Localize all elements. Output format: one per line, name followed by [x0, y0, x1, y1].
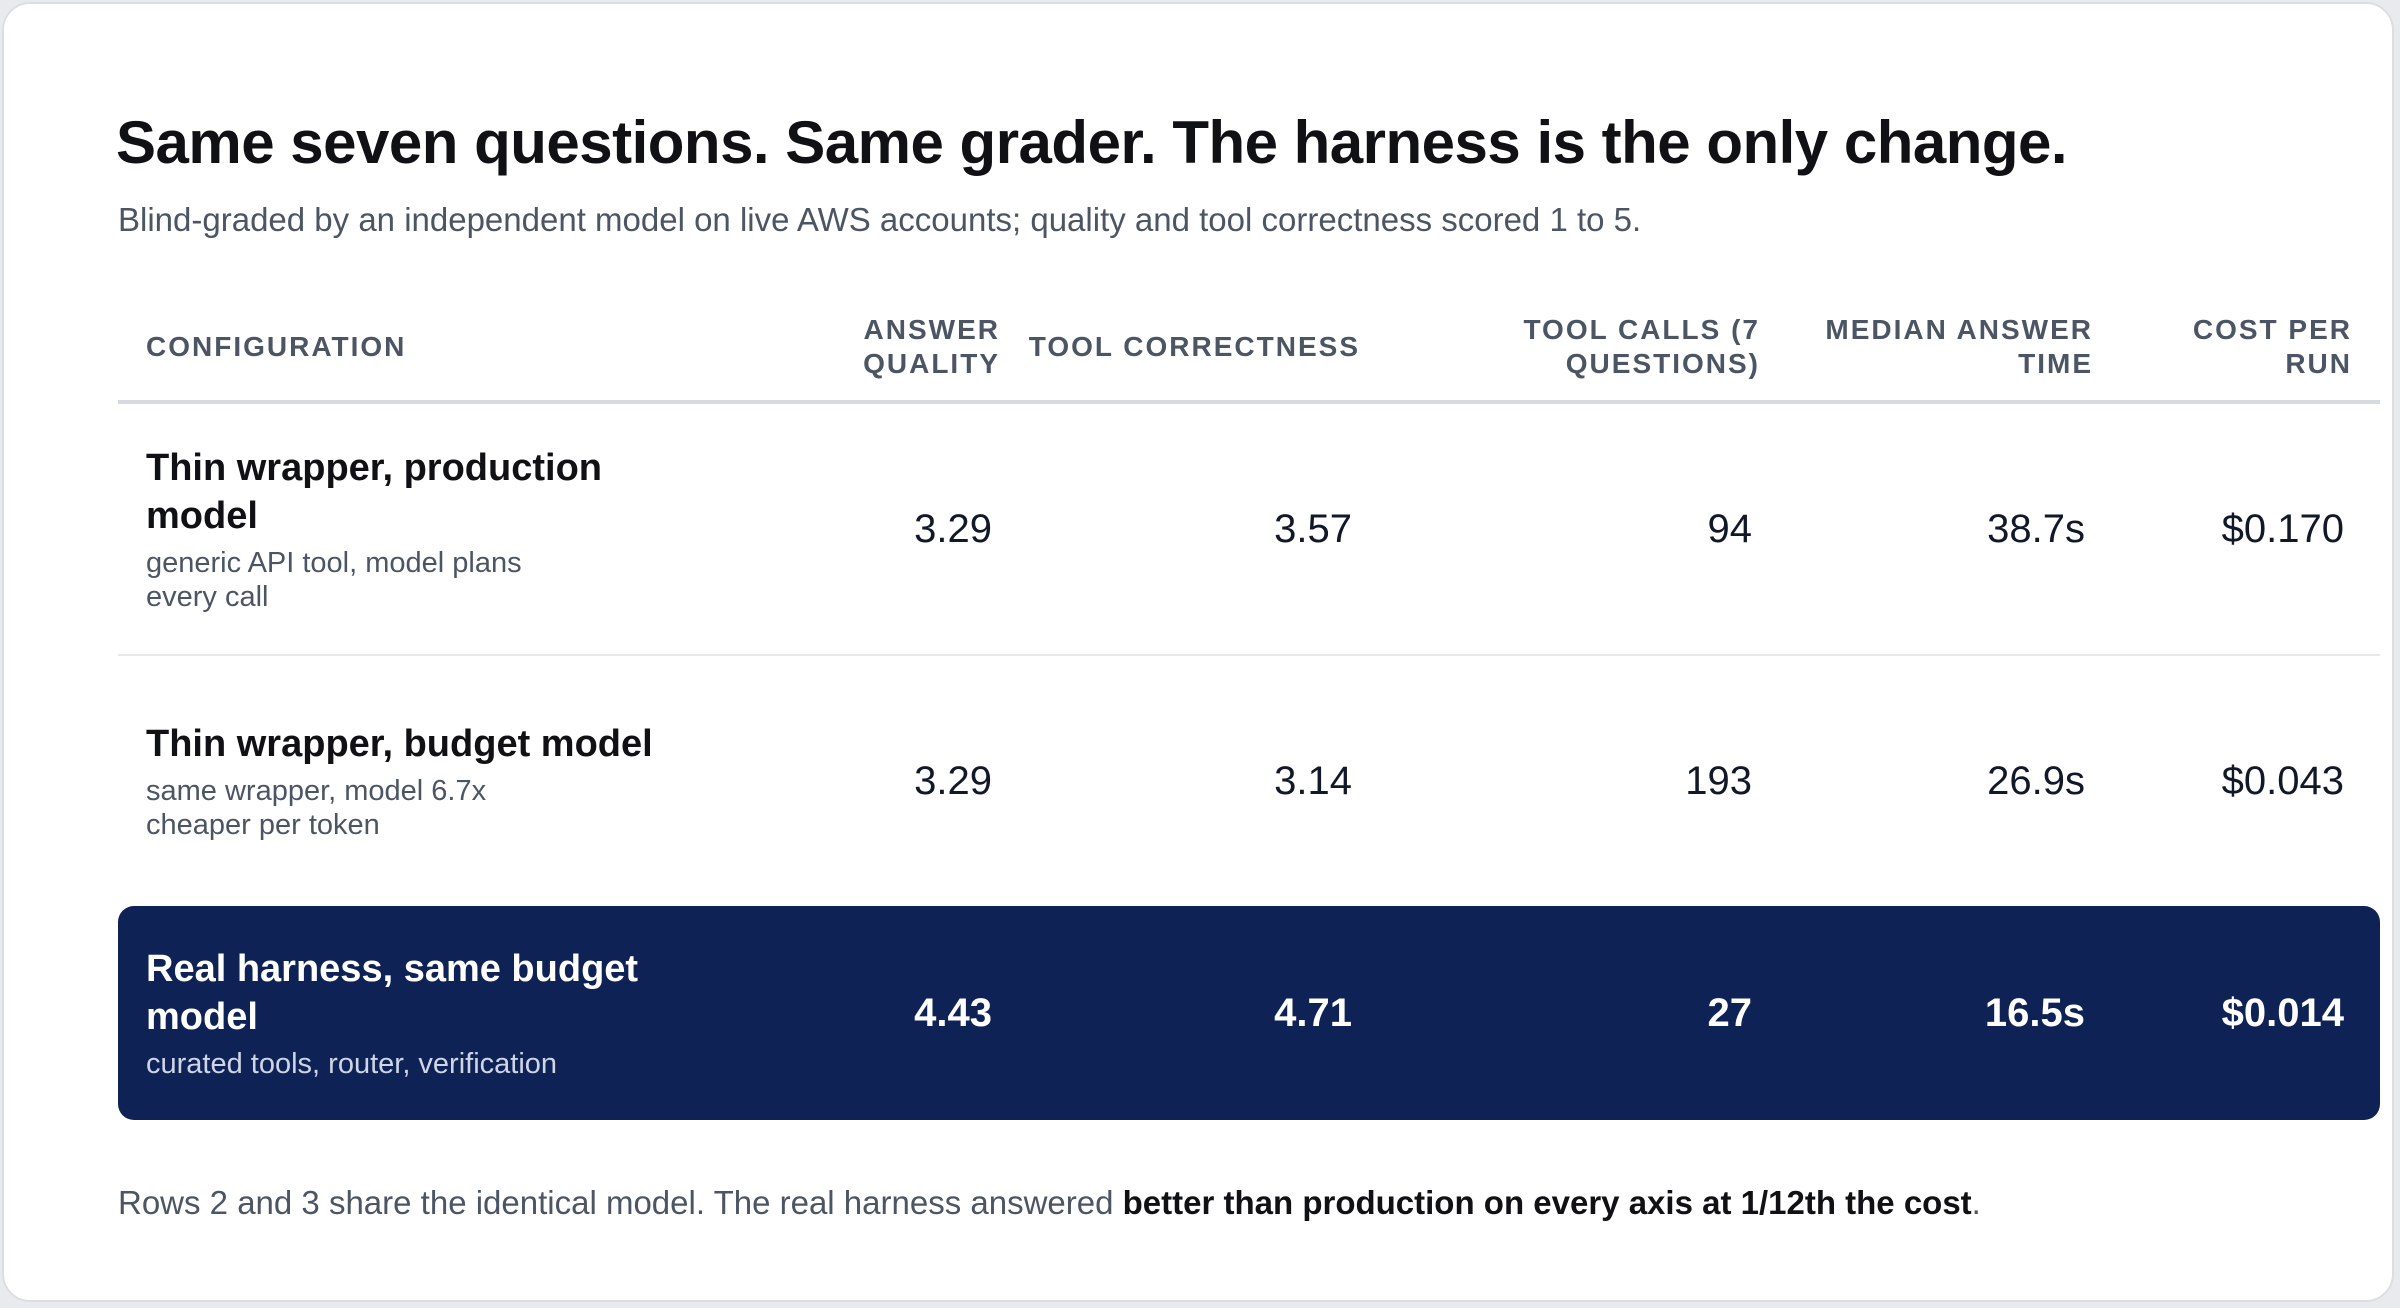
tool-calls-value: 193 — [1685, 758, 1752, 803]
page-subtitle: Blind-graded by an independent model on … — [118, 201, 1642, 238]
answer-quality-value: 3.29 — [728, 402, 1028, 656]
column-header-tool-calls: TOOL CALLS (7 QUESTIONS) — [1388, 294, 1788, 404]
column-header-configuration: CONFIGURATION — [118, 294, 728, 404]
config-cell: Thin wrapper, production model generic A… — [118, 402, 728, 656]
median-answer-time-value: 38.7s — [1788, 402, 2121, 656]
config-description: generic API tool, model plans every call — [146, 547, 522, 613]
tool-correctness-value: 4.71 — [1028, 906, 1388, 1120]
config-description: same wrapper, model 6.7x cheaper per tok… — [146, 775, 487, 841]
tool-correctness-value: 3.14 — [1274, 758, 1352, 803]
column-header-tool-correctness: TOOL CORRECTNESS — [1028, 294, 1388, 404]
footer-emphasis: better than production on every axis at … — [1122, 1184, 1972, 1221]
cost-per-run-value: $0.014 — [2121, 906, 2380, 1120]
cost-per-run-value: $0.043 — [2221, 758, 2344, 803]
table-row: Thin wrapper, budget model same wrapper,… — [118, 655, 2380, 906]
table-header-row: CONFIGURATION ANSWER QUALITY TOOL CORREC… — [118, 294, 2380, 404]
column-header-answer-quality: ANSWER QUALITY — [728, 294, 1028, 404]
column-header-median-answer-time: MEDIAN ANSWER TIME — [1788, 294, 2121, 404]
footer-period: . — [1971, 1184, 1981, 1221]
config-description: curated tools, router, verification — [146, 1048, 558, 1080]
answer-quality-value: 4.43 — [728, 906, 1028, 1120]
footer-note: Rows 2 and 3 share the identical model. … — [118, 1184, 1981, 1222]
footer-text: Rows 2 and 3 share the identical model. … — [118, 1184, 1123, 1221]
config-cell: Thin wrapper, budget model same wrapper,… — [118, 655, 728, 906]
tool-calls-value: 27 — [1388, 906, 1788, 1120]
config-name: Thin wrapper, production model — [146, 447, 602, 537]
tool-correctness-value: 3.57 — [1028, 402, 1388, 656]
cost-per-run-value: $0.170 — [2121, 402, 2380, 656]
median-answer-time-value: 26.9s — [1987, 758, 2085, 803]
config-cell: Real harness, same budget model curated … — [118, 906, 728, 1120]
median-answer-time-value: 16.5s — [1788, 906, 2121, 1120]
highlighted-table-row: Real harness, same budget model curated … — [118, 906, 2380, 1120]
comparison-table: CONFIGURATION ANSWER QUALITY TOOL CORREC… — [118, 294, 2380, 1120]
table-row: Thin wrapper, production model generic A… — [118, 402, 2380, 656]
config-name: Thin wrapper, budget model — [146, 723, 653, 765]
page-title: Same seven questions. Same grader. The h… — [116, 109, 2068, 176]
config-name: Real harness, same budget model — [146, 948, 639, 1038]
answer-quality-value: 3.29 — [914, 758, 992, 803]
tool-calls-value: 94 — [1388, 402, 1788, 656]
column-header-cost-per-run: COST PER RUN — [2121, 294, 2380, 404]
